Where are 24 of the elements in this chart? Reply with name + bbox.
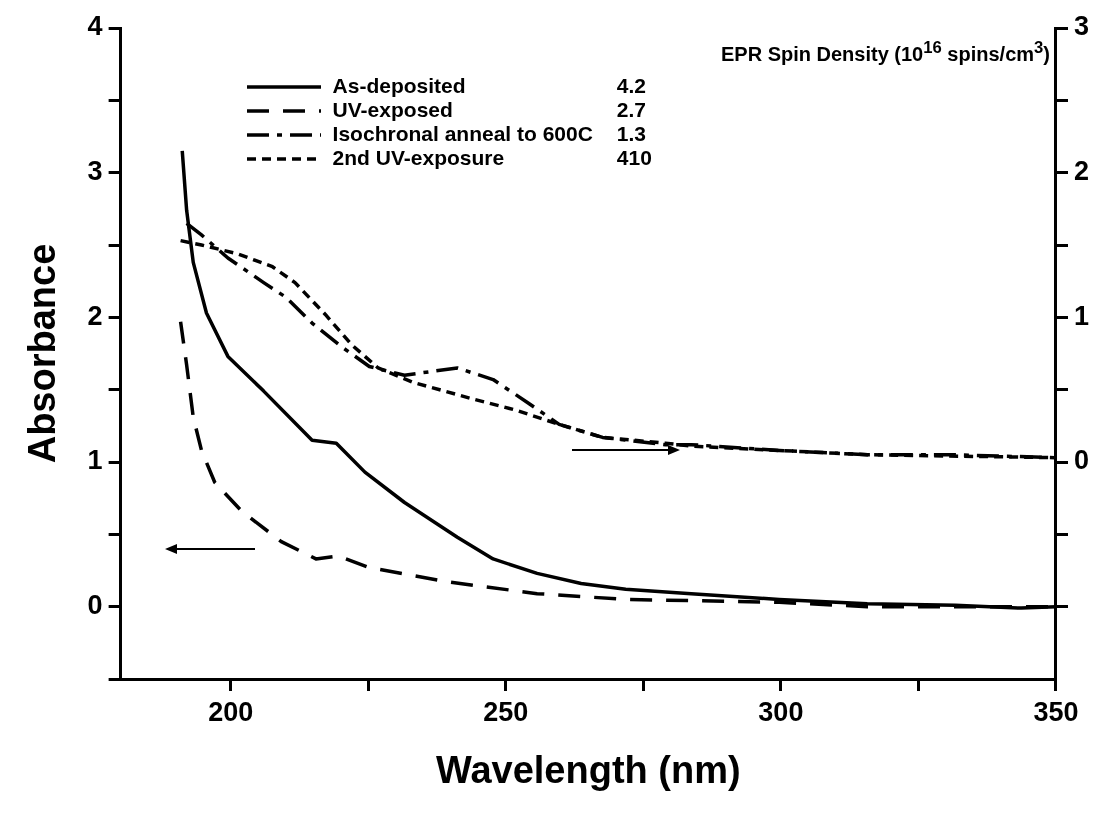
annotation: 1.3 [615, 122, 648, 146]
y-tick-label: 4 [87, 11, 103, 42]
x-tick-label: 200 [208, 696, 254, 727]
x-tick-label: 350 [1033, 696, 1079, 727]
y2-tick-label: 3 [1073, 11, 1090, 42]
legend-label: Isochronal anneal to 600C [331, 122, 594, 146]
annotation: EPR Spin Density (10$^{16}$ spins/cm$^{3}$) [720, 38, 1050, 66]
y-tick-label: 3 [87, 156, 103, 187]
y-tick-label: 1 [87, 445, 103, 476]
legend-label: 2nd UV-exposure [331, 146, 506, 170]
y2-tick-label: 1 [1073, 300, 1090, 331]
legend-label: UV-exposed [331, 98, 454, 122]
legend-label: As-deposited [331, 74, 467, 98]
x-tick-label: 250 [483, 696, 529, 727]
x-axis-title: Wavelength (nm) [435, 748, 741, 791]
y-tick-label: 2 [87, 300, 103, 331]
y-axis-title: Absorbance [21, 243, 64, 464]
annotation: 2.7 [615, 98, 648, 122]
y-tick-label: 0 [87, 590, 103, 621]
annotation: 410 [615, 146, 653, 170]
annotation: 4.2 [615, 74, 648, 98]
y2-tick-label: 0 [1073, 445, 1090, 476]
x-tick-label: 300 [758, 696, 804, 727]
y2-tick-label: 2 [1073, 156, 1090, 187]
